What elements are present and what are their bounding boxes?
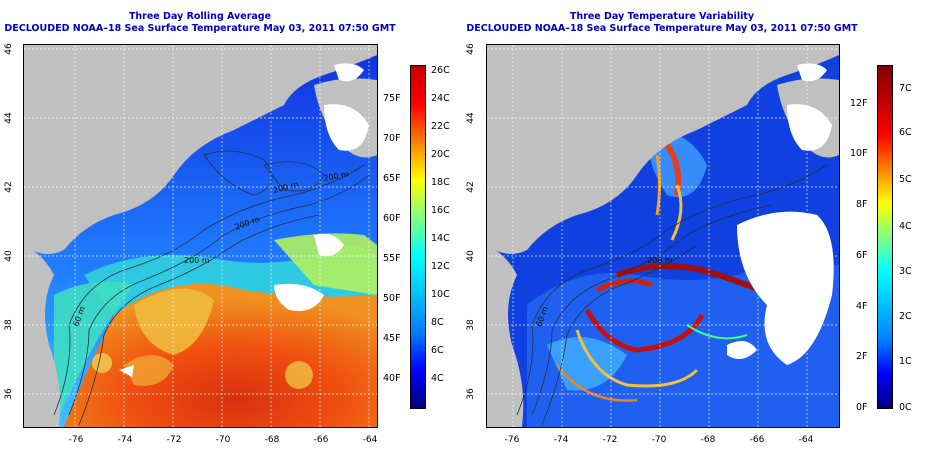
- cb-right-f-0: 0F: [856, 402, 868, 413]
- left-xtick-74: -74: [117, 435, 133, 445]
- cb-left-c-12: 12C: [431, 261, 450, 272]
- cb-left-f-65: 65F: [383, 173, 401, 184]
- cb-left-c-24: 24C: [431, 93, 450, 104]
- left-xtick-64: -64: [362, 435, 378, 445]
- right-title-line2: DECLOUDED NOAA–18 Sea Surface Temperatur…: [466, 23, 858, 34]
- left-contour-label-200m-d: 200 m: [323, 170, 350, 183]
- cb-right-c-2: 2C: [899, 311, 912, 322]
- left-ytick-42: 42: [4, 181, 14, 193]
- left-ytick-36: 36: [4, 388, 14, 400]
- right-ytick-38: 38: [466, 319, 476, 331]
- cb-right-c-7: 7C: [899, 83, 912, 94]
- left-colorbar: [410, 65, 426, 409]
- cb-right-f-2: 2F: [856, 351, 868, 362]
- cb-left-c-14: 14C: [431, 233, 450, 244]
- left-ytick-46: 46: [4, 43, 14, 55]
- right-ytick-40: 40: [466, 250, 476, 262]
- cb-left-f-55: 55F: [383, 253, 401, 264]
- right-ytick-44: 44: [466, 112, 476, 124]
- cb-right-c-6: 6C: [899, 127, 912, 138]
- left-ytick-38: 38: [4, 319, 14, 331]
- left-title-line1: Three Day Rolling Average: [128, 11, 272, 22]
- left-ytick-40: 40: [4, 250, 14, 262]
- right-xtick-72: -72: [602, 435, 618, 445]
- left-xtick-72: -72: [166, 435, 182, 445]
- cb-left-c-4: 4C: [431, 373, 444, 384]
- right-xtick-68: -68: [700, 435, 716, 445]
- cb-right-f-8: 8F: [856, 199, 868, 210]
- left-xtick-70: -70: [215, 435, 231, 445]
- cb-left-c-16: 16C: [431, 205, 450, 216]
- left-xtick-76: -76: [68, 435, 84, 445]
- cb-right-c-3: 3C: [899, 266, 912, 277]
- left-title-line2: DECLOUDED NOAA–18 Sea Surface Temperatur…: [4, 23, 396, 34]
- cb-left-c-18: 18C: [431, 177, 450, 188]
- right-xtick-76: -76: [504, 435, 520, 445]
- cb-left-f-60: 60F: [383, 213, 401, 224]
- right-ytick-36: 36: [466, 388, 476, 400]
- right-ytick-42: 42: [466, 181, 476, 193]
- right-xtick-70: -70: [651, 435, 667, 445]
- cb-right-c-1: 1C: [899, 356, 912, 367]
- right-colorbar: [877, 65, 893, 409]
- cb-left-c-8: 8C: [431, 317, 444, 328]
- cb-left-f-75: 75F: [383, 93, 401, 104]
- right-xtick-74: -74: [553, 435, 569, 445]
- left-sst-map: 60 m 200 m 200 m 200 m 200 m: [23, 44, 378, 428]
- cb-left-c-10: 10C: [431, 289, 450, 300]
- right-ytick-46: 46: [466, 43, 476, 55]
- right-contour-label-200m: 200 m: [647, 256, 673, 265]
- cb-right-c-5: 5C: [899, 174, 912, 185]
- left-xtick-66: -66: [313, 435, 329, 445]
- cb-right-f-12: 12F: [850, 98, 868, 109]
- cb-left-c-6: 6C: [431, 345, 444, 356]
- cb-left-f-45: 45F: [383, 333, 401, 344]
- cb-right-f-6: 6F: [856, 250, 868, 261]
- right-title-line1: Three Day Temperature Variability: [569, 11, 755, 22]
- left-ytick-44: 44: [4, 112, 14, 124]
- cb-left-c-20: 20C: [431, 149, 450, 160]
- left-contour-label-200m-a: 200 m: [184, 256, 210, 265]
- right-xtick-66: -66: [749, 435, 765, 445]
- cb-left-f-50: 50F: [383, 293, 401, 304]
- cb-left-f-70: 70F: [383, 133, 401, 144]
- cb-right-c-4: 4C: [899, 221, 912, 232]
- cb-left-f-40: 40F: [383, 373, 401, 384]
- right-xtick-64: -64: [798, 435, 814, 445]
- left-xtick-68: -68: [264, 435, 280, 445]
- cb-right-f-4: 4F: [856, 301, 868, 312]
- cb-right-c-0: 0C: [899, 402, 912, 413]
- cb-left-c-26: 26C: [431, 65, 450, 76]
- right-variability-map: 200 m 60 m: [486, 44, 840, 428]
- cb-left-c-22: 22C: [431, 121, 450, 132]
- cb-right-f-10: 10F: [850, 148, 868, 159]
